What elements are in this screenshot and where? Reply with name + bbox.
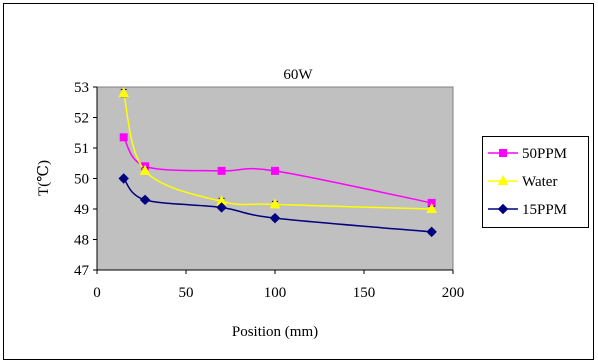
data-point: [426, 226, 437, 238]
data-point: [426, 202, 437, 213]
legend-item-15ppm: 15PPM: [488, 202, 567, 218]
legend: 50PPM Water 15PPM: [488, 146, 567, 218]
legend-marker: [497, 174, 509, 185]
data-point: [269, 198, 281, 209]
y-tick-label: 53: [74, 80, 89, 96]
chart-title: 60W: [283, 67, 313, 83]
legend-marker: [499, 149, 507, 157]
y-tick-label: 48: [74, 233, 89, 249]
y-tick-label: 52: [74, 111, 89, 127]
x-tick-label: 200: [442, 285, 465, 301]
y-tick-label: 50: [74, 172, 89, 188]
data-point: [119, 133, 128, 142]
series-layer: [118, 87, 437, 238]
x-tick-label: 50: [179, 285, 194, 301]
y-tick-label: 51: [74, 141, 89, 157]
data-point: [118, 87, 130, 98]
x-tick-label: 100: [264, 285, 287, 301]
data-point: [139, 164, 151, 175]
legend-item-water: Water: [488, 174, 557, 190]
data-point: [216, 202, 227, 213]
data-point: [217, 166, 226, 175]
y-tick-label: 47: [74, 263, 90, 279]
y-tick-label: 49: [74, 202, 89, 218]
axes: 47 48 49 50 51 52 53 0 50 100 150 200: [74, 80, 464, 301]
data-point: [269, 212, 281, 224]
legend-label: 15PPM: [522, 202, 567, 218]
legend-marker: [497, 203, 509, 215]
series-15ppm: [118, 173, 437, 238]
x-tick-label: 150: [353, 285, 376, 301]
plot-area: [96, 86, 454, 271]
legend-item-50ppm: 50PPM: [488, 146, 567, 162]
y-axis-title: T(℃): [36, 160, 52, 196]
legend-label: Water: [522, 174, 557, 190]
x-tick-label: 0: [93, 285, 101, 301]
legend-label: 50PPM: [522, 146, 567, 162]
series-line: [123, 177, 432, 233]
data-point: [139, 194, 151, 206]
x-axis-title: Position (mm): [232, 324, 318, 340]
data-point: [271, 166, 279, 175]
data-point: [118, 173, 129, 184]
